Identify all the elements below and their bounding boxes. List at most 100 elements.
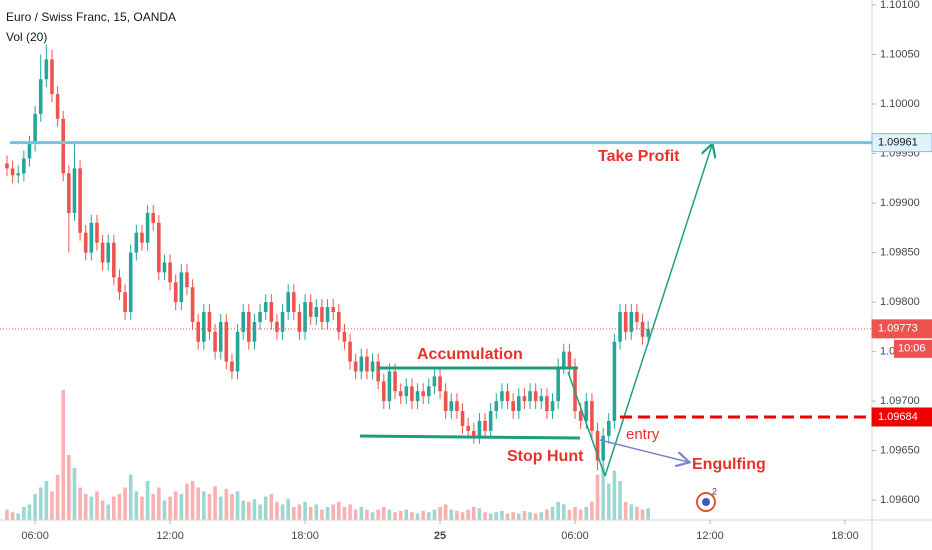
volume-bar (134, 491, 139, 520)
candle-body (421, 391, 425, 397)
volume-bar (590, 501, 594, 520)
candle-body (202, 312, 206, 342)
annotation: Take Profit (598, 148, 680, 165)
volume-bar (606, 483, 611, 520)
candle-body (230, 361, 234, 372)
volume-bar (331, 504, 335, 520)
volume-bar (578, 509, 583, 520)
volume-bar (629, 504, 634, 520)
candle-body (117, 277, 122, 293)
volume-bar (16, 513, 21, 520)
volume-bar (117, 494, 122, 520)
volume-bar (252, 499, 257, 520)
volume-bar (511, 512, 515, 520)
candle-body (190, 287, 195, 322)
volume-bar (320, 509, 324, 520)
candle-body (297, 312, 302, 332)
volume-bar (567, 509, 572, 520)
volume-bar (488, 513, 493, 520)
volume-bar (573, 507, 577, 520)
candle-body (561, 351, 566, 367)
volume-bar (72, 468, 77, 520)
candle-body (44, 59, 49, 80)
candle-body (27, 143, 32, 159)
candle-body (112, 242, 116, 278)
y-tick-label: 1.10000 (880, 98, 920, 110)
candle-body (247, 312, 251, 342)
volume-bar (196, 487, 201, 520)
x-tick-label: 12:00 (696, 530, 724, 542)
y-tick-label: 1.09650 (880, 445, 920, 457)
candle-body (106, 242, 111, 263)
candle-body (337, 312, 341, 332)
volume-bar (202, 491, 206, 520)
volume-bar (387, 509, 392, 520)
candle-body (427, 386, 431, 397)
candle-body (415, 391, 420, 402)
candle-body (556, 366, 560, 402)
volume-bar (516, 513, 521, 520)
volume-bar (623, 501, 628, 520)
candle-body (365, 356, 369, 372)
candle-body (449, 401, 454, 412)
volume-bar (370, 512, 375, 520)
candle-body (488, 411, 493, 431)
candle-body (241, 312, 245, 332)
candle-body (308, 302, 313, 317)
candle-body (162, 262, 167, 273)
volume-bar (22, 507, 26, 520)
y-tick-label: 1.10050 (880, 48, 920, 60)
candle-body (196, 321, 201, 342)
volume-bar (460, 512, 465, 520)
y-tick-label: 1.10100 (880, 0, 920, 11)
volume-bar (168, 496, 172, 520)
volume-bar (190, 481, 195, 520)
volume-bar (466, 509, 470, 520)
candle-body (539, 396, 544, 402)
volume-bar (427, 512, 431, 520)
candle-body (280, 312, 285, 332)
x-tick-label: 18:00 (831, 530, 859, 542)
volume-bar (235, 491, 240, 520)
volume-bar (123, 487, 127, 520)
volume-bar (494, 512, 499, 520)
volume-bar (342, 507, 347, 520)
candle-body (455, 401, 459, 412)
candle-body (10, 168, 15, 176)
volume-bar (78, 487, 82, 520)
volume-bar (398, 510, 403, 520)
volume-bar (27, 504, 32, 520)
annotation: Stop Hunt (507, 448, 584, 465)
candle-body (16, 173, 21, 176)
candle-body (528, 391, 532, 402)
volume-bar (269, 494, 274, 520)
candle-body (359, 356, 364, 372)
x-tick-label: 12:00 (156, 530, 184, 542)
volume-bar (325, 507, 330, 520)
volume-bar (33, 494, 37, 520)
candle-body (443, 391, 448, 412)
candle-body (533, 391, 538, 402)
candle-body (263, 302, 268, 312)
candle-body (505, 391, 510, 402)
candle-body (353, 361, 358, 372)
annotation: Engulfing (692, 456, 766, 473)
y-tick-label: 1.09600 (880, 494, 920, 506)
price-tag (871, 407, 932, 427)
annotation: entry (626, 426, 660, 443)
volume-bar (5, 509, 9, 520)
price-tag-label: 1.09773 (878, 323, 918, 335)
candle-body (72, 168, 77, 213)
candle-body (207, 312, 212, 332)
candle-body (438, 376, 442, 392)
volume-bar (286, 499, 290, 520)
volume-bar (179, 494, 184, 520)
volume-bar (528, 512, 532, 520)
volume-bar (218, 496, 223, 520)
volume-bar (443, 504, 448, 520)
candle-body (95, 222, 99, 243)
volume-bar (618, 481, 622, 520)
volume-bar (95, 491, 99, 520)
candle-body (376, 361, 380, 382)
volume-bar (438, 507, 442, 520)
